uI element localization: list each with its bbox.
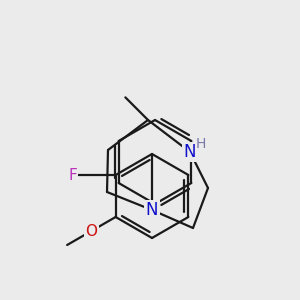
Text: N: N: [146, 201, 158, 219]
Text: N: N: [184, 143, 196, 161]
Text: O: O: [85, 224, 98, 238]
Text: F: F: [68, 167, 77, 182]
Text: H: H: [196, 137, 206, 151]
